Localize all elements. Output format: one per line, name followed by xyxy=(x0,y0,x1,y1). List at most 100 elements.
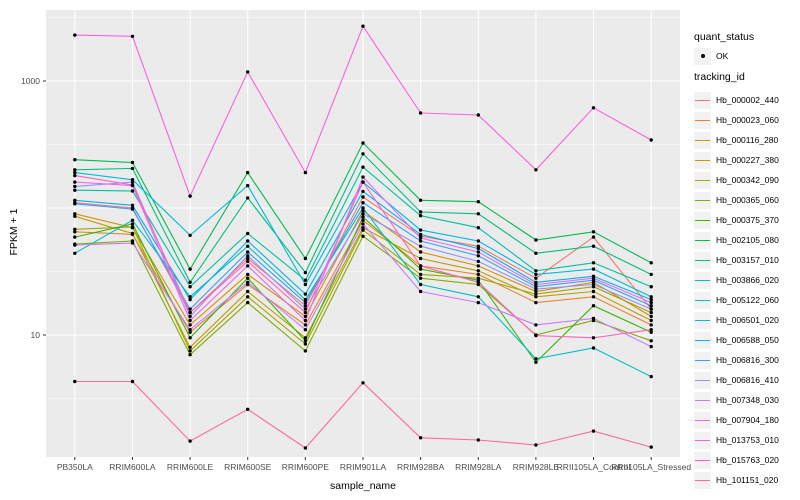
line-swatch-icon xyxy=(694,411,711,429)
data-point xyxy=(591,267,596,271)
data-point xyxy=(361,215,365,219)
data-point xyxy=(361,24,365,28)
data-point xyxy=(418,272,423,277)
legend-title-quant-status: quant_status xyxy=(694,31,755,43)
data-point xyxy=(73,198,77,202)
data-point xyxy=(246,264,250,268)
line-swatch-icon xyxy=(694,91,711,109)
data-point xyxy=(246,259,250,264)
data-point xyxy=(649,445,653,449)
legend-item-label: Hb_005122_060 xyxy=(716,295,779,305)
line-swatch-icon xyxy=(694,331,711,349)
data-point xyxy=(649,285,653,289)
data-point xyxy=(361,175,365,179)
data-point xyxy=(361,222,365,226)
data-point xyxy=(591,261,596,265)
x-axis-title: sample_name xyxy=(330,480,396,492)
line-swatch-icon xyxy=(694,151,711,169)
data-point xyxy=(188,328,192,332)
legend-item-label: Hb_003157_010 xyxy=(716,255,779,265)
data-point xyxy=(246,70,250,74)
data-point xyxy=(534,269,538,273)
data-point xyxy=(361,180,365,184)
data-point xyxy=(361,234,365,238)
data-point xyxy=(246,300,250,305)
data-point xyxy=(418,111,423,115)
data-point xyxy=(591,106,596,110)
data-point xyxy=(591,295,596,299)
data-point xyxy=(130,178,135,182)
data-point xyxy=(591,282,596,287)
data-point xyxy=(361,226,365,230)
data-point xyxy=(591,429,596,433)
data-point xyxy=(130,379,135,384)
data-point xyxy=(476,239,480,243)
data-point xyxy=(246,295,250,299)
data-point xyxy=(649,138,653,142)
data-point xyxy=(534,295,538,299)
data-point xyxy=(188,285,192,289)
x-tick-label: RRIM928LE xyxy=(513,462,560,472)
data-point xyxy=(130,222,135,226)
data-point xyxy=(418,282,423,287)
data-point xyxy=(130,189,135,193)
data-point xyxy=(476,246,480,251)
data-point xyxy=(246,170,250,175)
legend-item-label: Hb_000365_060 xyxy=(716,195,779,205)
data-point xyxy=(534,282,538,287)
data-point xyxy=(476,264,480,268)
data-point xyxy=(361,152,365,156)
legend-item-label: Hb_007904_180 xyxy=(716,415,779,425)
legend-item-label: Hb_000375_370 xyxy=(716,215,779,225)
data-point xyxy=(188,318,192,323)
legend-item-Hb_101151_020: Hb_101151_020 xyxy=(694,470,778,490)
x-tick-label: RRIM928BA xyxy=(397,462,445,472)
data-point xyxy=(303,304,308,308)
data-point xyxy=(130,183,135,187)
data-point xyxy=(534,251,538,255)
line-swatch-icon xyxy=(694,351,711,369)
data-point xyxy=(73,379,77,384)
data-point xyxy=(303,328,308,332)
data-point xyxy=(534,443,538,447)
data-point xyxy=(303,446,308,450)
legend-title-tracking-id: tracking_id xyxy=(694,71,745,83)
data-point xyxy=(476,272,480,277)
point-marker-icon xyxy=(694,47,711,65)
legend-item-Hb_013753_010: Hb_013753_010 xyxy=(694,430,779,450)
data-point xyxy=(418,232,423,237)
data-point xyxy=(188,194,192,198)
data-point xyxy=(188,297,192,302)
data-point xyxy=(476,250,480,254)
data-point xyxy=(591,289,596,294)
data-point xyxy=(591,230,596,234)
data-point xyxy=(534,292,538,296)
data-point xyxy=(476,212,480,216)
legend-item-label: Hb_101151_020 xyxy=(716,475,779,485)
data-point xyxy=(73,214,77,218)
data-point xyxy=(246,280,250,284)
data-point xyxy=(188,314,192,319)
data-point xyxy=(534,360,538,364)
data-point xyxy=(534,287,538,291)
data-point xyxy=(649,328,653,332)
data-point xyxy=(246,239,250,243)
data-point xyxy=(649,323,653,327)
data-point xyxy=(73,170,77,175)
data-point xyxy=(73,230,77,234)
line-swatch-icon xyxy=(694,231,711,249)
data-point xyxy=(73,173,77,178)
data-point xyxy=(303,339,308,343)
legend-item-label: Hb_006588_050 xyxy=(716,335,779,345)
data-point xyxy=(303,292,308,296)
legend-item-label: Hb_006816_410 xyxy=(716,375,779,385)
data-point xyxy=(649,318,653,323)
legend-item-Hb_000365_060: Hb_000365_060 xyxy=(694,190,779,210)
legend-item-Hb_006816_300: Hb_006816_300 xyxy=(694,350,779,370)
data-point xyxy=(649,314,653,319)
legend-item-Hb_000342_090: Hb_000342_090 xyxy=(694,170,779,190)
data-point xyxy=(534,168,538,172)
x-tick-label: RRII105LA_Stressed xyxy=(611,462,691,472)
data-point xyxy=(418,239,423,243)
